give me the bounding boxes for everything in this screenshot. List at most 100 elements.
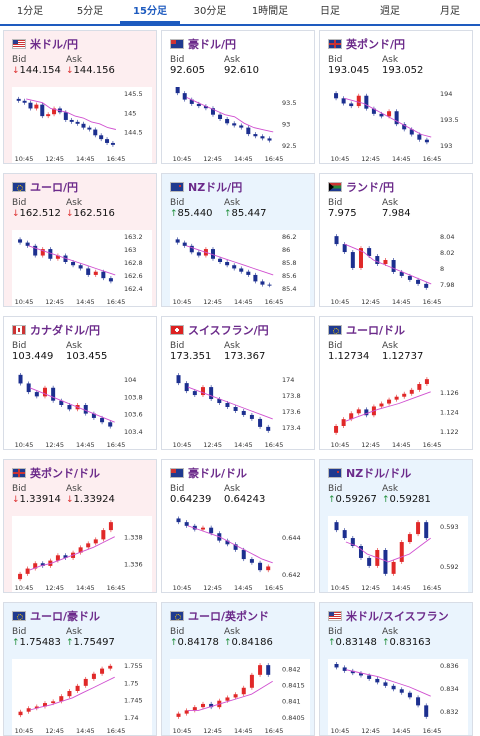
price-chart[interactable]: 1.338 1.336 10:45 12:45 14:45 16:45 <box>12 516 152 592</box>
card-title[interactable]: ユーロ/英ポンド <box>170 609 269 623</box>
rate-card[interactable]: カナダドル/円 Bid Ask 103.449 103.455 104 103.8… <box>3 316 157 450</box>
candle <box>184 710 189 714</box>
pair-name[interactable]: ユーロ/円 <box>30 181 79 194</box>
card-title[interactable]: スイスフラン/円 <box>170 323 269 337</box>
bid-value: 103.449 <box>12 351 54 362</box>
price-chart[interactable]: 8.04 8.02 8 7.98 10:45 12:45 14:45 16:45 <box>328 230 468 306</box>
card-title[interactable]: ユーロ/円 <box>12 180 78 194</box>
price-chart[interactable]: 86.2 86 85.8 85.6 85.4 10:45 12:45 14:45 16:45 <box>170 230 310 306</box>
card-title[interactable]: NZドル/円 <box>170 180 242 194</box>
candle <box>108 278 113 282</box>
tab-3[interactable]: 30分足 <box>193 6 227 17</box>
card-title[interactable]: 米ドル/スイスフラン <box>328 609 449 623</box>
price-chart[interactable]: 145.5 145 144.5 10:45 12:45 14:45 16:45 <box>12 87 152 163</box>
bid-label: Bid <box>170 627 185 637</box>
rate-card[interactable]: ユーロ/ドル Bid Ask 1.12734 1.12737 1.126 1.12… <box>319 316 473 450</box>
price-chart[interactable]: 93.5 93 92.5 10:45 12:45 14:45 16:45 <box>170 87 310 163</box>
candle <box>267 284 272 286</box>
price-chart[interactable]: 174 173.8 173.6 173.4 10:45 12:45 14:45 16:45 <box>170 373 310 449</box>
price-chart[interactable]: 163.2 163 162.8 162.6 162.4 10:45 12:45 14:45 16… <box>12 230 152 306</box>
candle <box>356 409 361 414</box>
rate-card[interactable]: 米ドル/スイスフラン Bid Ask ↑0.83148 ↑0.83163 0.8… <box>319 602 473 736</box>
rate-card[interactable]: ランド/円 Bid Ask 7.975 7.984 8.04 8.02 8 7.98 1… <box>319 173 473 307</box>
card-title[interactable]: ユーロ/豪ドル <box>12 609 100 623</box>
card-title[interactable]: 豪ドル/ドル <box>170 466 247 480</box>
y-tick-label: 1.75 <box>124 679 138 687</box>
pair-name[interactable]: 英ポンド/円 <box>346 38 406 51</box>
rate-card[interactable]: 英ポンド/ドル Bid Ask ↓1.33914 ↓1.33924 1.338 1… <box>3 459 157 593</box>
x-tick-label: 14:45 <box>392 727 411 735</box>
rate-card[interactable]: 米ドル/円 Bid Ask ↓144.154 ↓144.156 145.5 145… <box>3 30 157 164</box>
tab-0[interactable]: 1分足 <box>16 6 44 17</box>
tab-7[interactable]: 月足 <box>440 6 460 17</box>
y-tick-label: 93.5 <box>282 99 296 107</box>
pair-name[interactable]: NZドル/円 <box>188 181 243 194</box>
rate-card[interactable]: 豪ドル/ドル Bid Ask 0.64239 0.64243 0.644 0.64… <box>161 459 315 593</box>
rate-card[interactable]: ユーロ/英ポンド Bid Ask ↑0.84178 ↑0.84186 0.842… <box>161 602 315 736</box>
candle <box>51 701 56 704</box>
rate-card[interactable]: NZドル/ドル Bid Ask ↑0.59267 ↑0.59281 0.593 0… <box>319 459 473 593</box>
tab-2[interactable]: 15分足 <box>120 0 180 24</box>
x-tick-label: 10:45 <box>15 584 34 592</box>
rate-card[interactable]: ユーロ/豪ドル Bid Ask ↑1.75483 ↑1.75497 1.755 1… <box>3 602 157 736</box>
card-title[interactable]: 米ドル/円 <box>12 37 78 51</box>
candle <box>233 544 238 550</box>
candle <box>246 271 251 275</box>
candle <box>407 534 412 543</box>
rate-card[interactable]: NZドル/円 Bid Ask ↑85.440 ↑85.447 86.2 86 85.… <box>161 173 315 307</box>
rate-card[interactable]: 英ポンド/円 Bid Ask 193.045 193.052 194 193.5 1… <box>319 30 473 164</box>
tab-1[interactable]: 5分足 <box>76 6 104 17</box>
y-tick-label: 173.4 <box>282 424 301 432</box>
tab-5[interactable]: 日足 <box>320 6 340 17</box>
rate-card[interactable]: 豪ドル/円 Bid Ask 92.605 92.610 93.5 93 92.5 10… <box>161 30 315 164</box>
pair-name[interactable]: スイスフラン/円 <box>188 324 269 337</box>
pair-name[interactable]: カナダドル/円 <box>30 324 101 337</box>
y-tick-label: 1.74 <box>124 714 138 722</box>
x-tick-label: 14:45 <box>76 727 95 735</box>
price-chart[interactable]: 0.836 0.834 0.832 10:45 12:45 14:45 16:45 <box>328 659 468 735</box>
price-chart[interactable]: 0.842 0.8415 0.841 0.8405 10:45 12:45 14:45 16:… <box>170 659 310 735</box>
pair-name[interactable]: ユーロ/英ポンド <box>188 610 270 623</box>
pair-name[interactable]: 豪ドル/円 <box>188 38 237 51</box>
rate-card[interactable]: ユーロ/円 Bid Ask ↓162.512 ↓162.516 163.2 163… <box>3 173 157 307</box>
price-chart[interactable]: 194 193.5 193 10:45 12:45 14:45 16:45 <box>328 87 468 163</box>
price-chart[interactable]: 0.644 0.642 10:45 12:45 14:45 16:45 <box>170 516 310 592</box>
pair-name[interactable]: ユーロ/豪ドル <box>30 610 101 623</box>
card-title[interactable]: カナダドル/円 <box>12 323 100 337</box>
tab-4[interactable]: 1時間足 <box>251 6 289 17</box>
flag-eu-icon <box>170 611 184 621</box>
pair-name[interactable]: 英ポンド/ドル <box>30 467 101 480</box>
tab-6[interactable]: 週足 <box>380 6 400 17</box>
card-title[interactable]: 英ポンド/円 <box>328 37 405 51</box>
pair-name[interactable]: 米ドル/円 <box>30 38 79 51</box>
price-chart[interactable]: 104 103.8 103.6 103.4 10:45 12:45 14:45 16:45 <box>12 373 152 449</box>
candle <box>200 703 205 708</box>
moving-average-line <box>186 96 274 133</box>
candle <box>379 113 384 117</box>
pair-name[interactable]: ユーロ/ドル <box>346 324 406 337</box>
pair-name[interactable]: NZドル/ドル <box>346 467 412 480</box>
pair-name[interactable]: ランド/円 <box>346 181 395 194</box>
chart-bg <box>328 87 468 163</box>
bid-label: Bid <box>328 55 343 65</box>
candle <box>75 121 80 124</box>
x-tick-label: 16:45 <box>423 155 442 163</box>
card-title[interactable]: ランド/円 <box>328 180 394 194</box>
candle <box>48 249 53 259</box>
card-title[interactable]: 豪ドル/円 <box>170 37 236 51</box>
price-chart[interactable]: 0.593 0.592 10:45 12:45 14:45 16:45 <box>328 516 468 592</box>
pair-name[interactable]: 米ドル/スイスフラン <box>346 610 449 623</box>
price-chart[interactable]: 1.126 1.124 1.122 10:45 12:45 14:45 16:45 <box>328 373 468 449</box>
rate-card[interactable]: スイスフラン/円 Bid Ask 173.351 173.367 174 173.… <box>161 316 315 450</box>
candle <box>239 268 244 272</box>
x-tick-label: 10:45 <box>15 441 34 449</box>
candle <box>424 379 429 385</box>
pair-name[interactable]: 豪ドル/ドル <box>188 467 248 480</box>
card-title[interactable]: ユーロ/ドル <box>328 323 405 337</box>
candle <box>63 255 68 262</box>
bid-value: ↓1.33914 <box>12 494 61 505</box>
card-title[interactable]: 英ポンド/ドル <box>12 466 100 480</box>
price-chart[interactable]: 1.755 1.75 1.745 1.74 10:45 12:45 14:45 16:45 <box>12 659 152 735</box>
card-title[interactable]: NZドル/ドル <box>328 466 411 480</box>
x-tick-label: 12:45 <box>203 441 222 449</box>
